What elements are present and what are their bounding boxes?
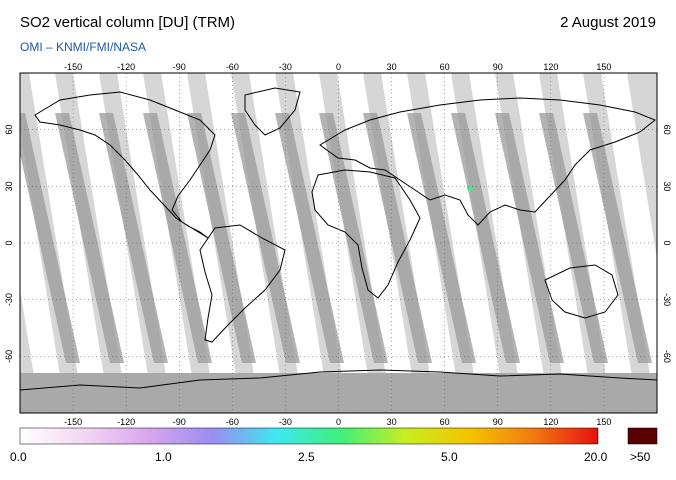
lat-tick-right: 30 bbox=[662, 181, 672, 191]
lon-tick-top: 150 bbox=[596, 62, 611, 72]
lat-tick-right: -60 bbox=[662, 350, 672, 363]
lat-tick-left: -30 bbox=[4, 293, 14, 306]
swath-light bbox=[469, 73, 550, 413]
swath-light bbox=[205, 73, 286, 413]
lon-tick-bottom: -60 bbox=[226, 417, 239, 427]
so2-hotspot bbox=[467, 185, 473, 191]
lon-tick-top: -90 bbox=[173, 62, 186, 72]
colorbar-overflow-swatch bbox=[627, 427, 658, 445]
lon-tick-bottom: 120 bbox=[543, 417, 558, 427]
lon-tick-bottom: 0 bbox=[336, 417, 341, 427]
swath-light bbox=[293, 73, 374, 413]
coast-australia bbox=[544, 264, 619, 319]
swath-light bbox=[337, 73, 418, 413]
lat-tick-left: -60 bbox=[4, 350, 14, 363]
colorbar-label-4: 20.0 bbox=[584, 450, 608, 464]
lon-tick-top: 120 bbox=[543, 62, 558, 72]
longitude-tick-labels: -150 -150 -120 -120 -90 -90 -60 -60 -30 -30 0 0 30 30… bbox=[64, 62, 611, 427]
swath-dark bbox=[583, 113, 652, 363]
swath-light bbox=[73, 73, 154, 413]
swath-light bbox=[381, 73, 462, 413]
lon-tick-top: -60 bbox=[226, 62, 239, 72]
swath-light bbox=[29, 73, 110, 413]
swath-dark bbox=[319, 113, 388, 363]
swath-light bbox=[249, 73, 330, 413]
lat-tick-right: 0 bbox=[662, 240, 672, 245]
colorbar-label-2: 2.5 bbox=[298, 450, 315, 464]
lat-tick-left: 30 bbox=[4, 181, 14, 191]
swath-light bbox=[557, 73, 638, 413]
swath-light bbox=[117, 73, 198, 413]
lon-tick-bottom: 90 bbox=[493, 417, 503, 427]
latitude-tick-labels: 60 60 30 30 0 0 -30 -30 -60 -60 bbox=[4, 125, 672, 363]
swath-dark bbox=[187, 113, 256, 363]
lon-tick-bottom: -30 bbox=[279, 417, 292, 427]
lon-tick-top: -150 bbox=[64, 62, 82, 72]
colorbar bbox=[19, 427, 599, 445]
lat-tick-right: -30 bbox=[662, 293, 672, 306]
swath-dark bbox=[451, 113, 520, 363]
coast-eurasia bbox=[319, 97, 656, 226]
swath-dark bbox=[407, 113, 476, 363]
swaths-dark bbox=[20, 113, 652, 363]
lon-tick-bottom: 30 bbox=[387, 417, 397, 427]
figure-date: 2 August 2019 bbox=[560, 14, 656, 31]
map-frame bbox=[19, 72, 658, 414]
lat-tick-left: 0 bbox=[4, 240, 14, 245]
figure-credit: OMI – KNMI/FMI/NASA bbox=[20, 40, 147, 54]
swath-dark bbox=[363, 113, 432, 363]
coast-africa bbox=[311, 169, 421, 299]
lon-tick-top: 30 bbox=[387, 62, 397, 72]
swath-light bbox=[161, 73, 242, 413]
coast-antarctica bbox=[20, 369, 657, 391]
colorbar-label-3: 5.0 bbox=[441, 450, 458, 464]
lon-tick-bottom: 150 bbox=[596, 417, 611, 427]
lon-tick-top: 0 bbox=[336, 62, 341, 72]
graticule bbox=[20, 73, 657, 413]
swath-dark bbox=[99, 113, 168, 363]
figure-title: SO2 vertical column [DU] (TRM) bbox=[20, 14, 236, 31]
coast-south-america bbox=[199, 224, 286, 343]
swath-light bbox=[425, 73, 506, 413]
lat-tick-left: 60 bbox=[4, 125, 14, 135]
lon-tick-bottom: 60 bbox=[440, 417, 450, 427]
swath-light bbox=[513, 73, 594, 413]
lon-tick-top: -120 bbox=[117, 62, 135, 72]
coast-greenland bbox=[244, 87, 301, 136]
colorbar-label-1: 1.0 bbox=[155, 450, 172, 464]
coastlines bbox=[20, 87, 657, 391]
swath-dark bbox=[20, 113, 80, 363]
lat-tick-right: 60 bbox=[662, 125, 672, 135]
map-content bbox=[20, 73, 657, 413]
lon-tick-top: -30 bbox=[279, 62, 292, 72]
swath-dark bbox=[275, 113, 344, 363]
lon-tick-bottom: -120 bbox=[117, 417, 135, 427]
colorbar-label-0: 0.0 bbox=[10, 450, 27, 464]
swath-dark bbox=[143, 113, 212, 363]
lon-tick-bottom: -90 bbox=[173, 417, 186, 427]
lon-tick-bottom: -150 bbox=[64, 417, 82, 427]
swaths-light bbox=[20, 73, 657, 413]
swath-dark bbox=[539, 113, 608, 363]
lon-tick-top: 90 bbox=[493, 62, 503, 72]
lon-tick-top: 60 bbox=[440, 62, 450, 72]
coast-north-america bbox=[34, 91, 216, 239]
swath-dark bbox=[495, 113, 564, 363]
swath-dark bbox=[55, 113, 124, 363]
colorbar-overflow-label: >50 bbox=[630, 450, 651, 464]
swath-dark bbox=[231, 113, 300, 363]
